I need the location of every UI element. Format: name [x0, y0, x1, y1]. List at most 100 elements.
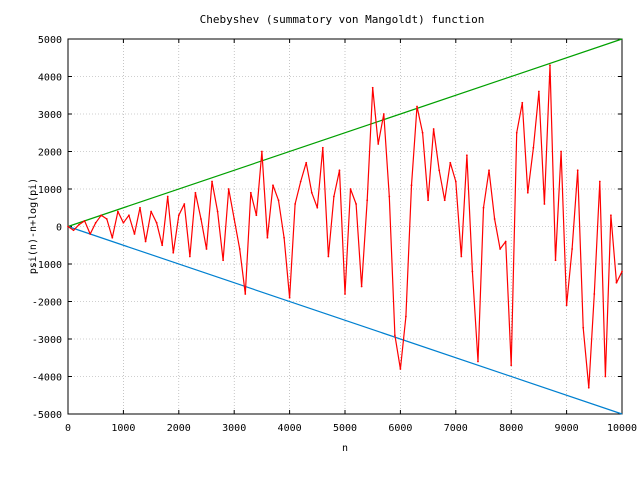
- series-point: [166, 195, 169, 198]
- series-point: [216, 210, 219, 213]
- series-point: [549, 64, 551, 67]
- x-tick-label: 0: [65, 423, 71, 434]
- series-point: [416, 105, 418, 108]
- series-point: [582, 326, 585, 329]
- series-point: [321, 146, 324, 149]
- series-point: [288, 296, 291, 299]
- series-point: [67, 225, 69, 228]
- series-point: [565, 304, 568, 307]
- x-tick-label: 4000: [278, 423, 302, 434]
- series-point: [593, 293, 596, 295]
- series-point: [515, 131, 518, 134]
- series-point: [222, 259, 225, 262]
- axis-ticks: 0 1000 2000 3000 4000 5000 6000 7000 8000 9000 100…: [32, 35, 637, 434]
- y-tick-label: 1000: [38, 185, 62, 196]
- series-point: [482, 206, 485, 209]
- series-point: [460, 255, 463, 258]
- x-tick-label: 5000: [333, 423, 357, 434]
- series-point: [366, 199, 369, 202]
- series-point: [233, 218, 236, 220]
- series-point: [128, 214, 130, 217]
- series-point: [371, 86, 374, 89]
- series-point: [360, 285, 363, 288]
- series-point: [454, 180, 457, 183]
- series-point: [405, 315, 407, 318]
- series-point: [449, 161, 452, 164]
- x-axis-label: n: [342, 443, 348, 454]
- series-point: [344, 293, 346, 295]
- series-point: [443, 199, 446, 202]
- series-point: [255, 214, 258, 217]
- series-point: [227, 188, 230, 190]
- series-point: [83, 219, 86, 222]
- series-point: [410, 184, 413, 187]
- series-point: [150, 210, 153, 213]
- series-point: [471, 270, 474, 273]
- series-point: [604, 375, 607, 378]
- x-tick-label: 8000: [499, 423, 523, 434]
- series-point: [382, 113, 385, 115]
- lower-bound-line: [67, 225, 623, 415]
- series-point: [161, 244, 164, 247]
- x-tick-label: 9000: [555, 423, 579, 434]
- series-point: [349, 188, 352, 190]
- y-tick-label: 2000: [38, 148, 62, 159]
- series-point: [72, 229, 75, 232]
- y-tick-label: 0: [56, 223, 62, 234]
- series-point: [327, 255, 330, 258]
- series-point: [598, 180, 601, 183]
- series-point: [510, 364, 513, 367]
- series-point: [560, 150, 562, 153]
- y-tick-label: -1000: [32, 260, 62, 271]
- series-point: [294, 203, 297, 205]
- series-point: [504, 240, 507, 243]
- x-tick-label: 6000: [388, 423, 412, 434]
- series-point: [139, 206, 141, 209]
- series-point: [310, 191, 313, 194]
- x-tick-label: 3000: [222, 423, 246, 434]
- y-tick-label: 3000: [38, 110, 62, 121]
- series-point: [421, 131, 424, 134]
- series-point: [200, 218, 202, 220]
- series-point: [338, 169, 341, 172]
- series-point: [521, 101, 524, 104]
- y-tick-label: 4000: [38, 73, 62, 84]
- series-point: [587, 386, 590, 389]
- series-point: [194, 191, 197, 194]
- series-point: [621, 270, 623, 273]
- series-point: [554, 259, 557, 262]
- series-point: [615, 281, 618, 284]
- series-point: [116, 210, 119, 213]
- series-point: [438, 169, 441, 172]
- y-axis-label: psi(n)-n+log(pi): [28, 178, 39, 274]
- upper-bound-line: [67, 38, 623, 228]
- series-point: [277, 199, 280, 202]
- chart-title: Chebyshev (summatory von Mangoldt) funct…: [200, 13, 485, 26]
- series-point: [172, 251, 175, 254]
- series-point: [122, 221, 125, 224]
- series-point: [111, 236, 114, 239]
- series-point: [105, 218, 108, 220]
- series-point: [272, 184, 274, 187]
- x-tick-label: 7000: [444, 423, 468, 434]
- series-group: [67, 64, 623, 389]
- series-point: [155, 221, 158, 224]
- series-point: [377, 143, 380, 145]
- series-point: [427, 199, 429, 202]
- series-point: [393, 334, 396, 337]
- y-tick-label: -2000: [32, 298, 62, 309]
- series-point: [211, 180, 213, 183]
- series-point: [333, 195, 335, 198]
- x-tick-label: 10000: [607, 423, 637, 434]
- series-point: [493, 218, 496, 220]
- series-point: [477, 360, 479, 363]
- series-point: [238, 248, 241, 250]
- series-point: [432, 128, 435, 130]
- series-point: [78, 223, 80, 226]
- y-tick-label: -4000: [32, 373, 62, 384]
- series-point: [399, 368, 402, 370]
- grid: [67, 38, 623, 415]
- series-point: [244, 293, 247, 295]
- series-point: [488, 169, 490, 172]
